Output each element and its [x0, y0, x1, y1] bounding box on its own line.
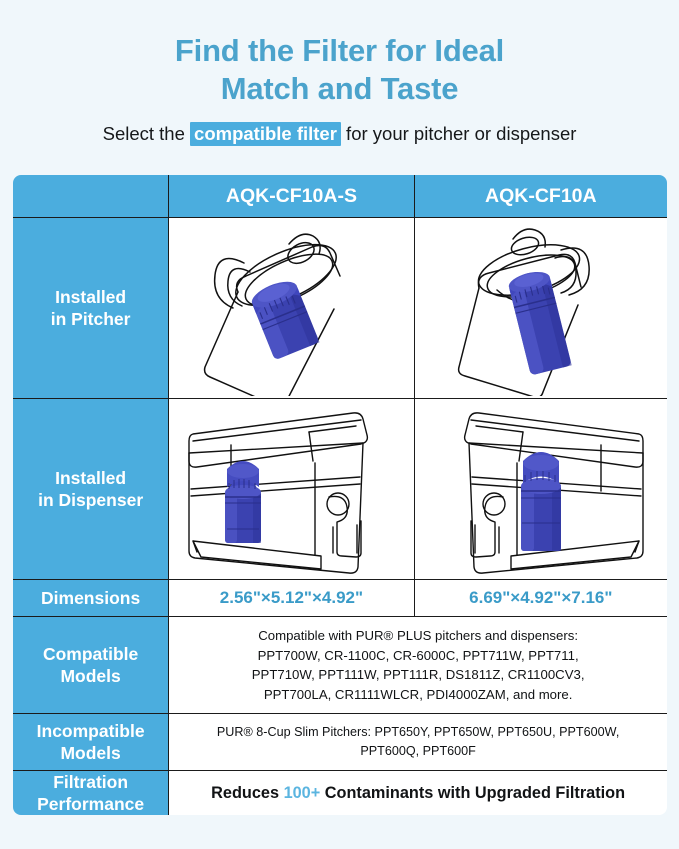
- table-row-dimensions: Dimensions 2.56"×5.12"×4.92" 6.69"×4.92"…: [13, 579, 667, 617]
- row-label-dimensions: Dimensions: [13, 579, 170, 617]
- compatible-models-text: Compatible with PUR® PLUS pitchers and d…: [169, 617, 667, 713]
- table-row-compatible-models: Compatible Models Compatible with PUR® P…: [13, 616, 667, 714]
- row-label-compatible-models: Compatible Models: [13, 616, 170, 714]
- filter-body-long: [508, 271, 572, 375]
- header-cell-blank: [13, 175, 170, 218]
- table-row-pitcher: Installed in Pitcher: [13, 217, 667, 399]
- dispenser-image-product-a: [168, 398, 415, 580]
- dimensions-text-b: 6.69"×4.92"×7.16": [469, 588, 613, 607]
- filter-body-short: [252, 281, 320, 359]
- dispenser-short-filter-icon: [188, 412, 369, 574]
- incompatible-line-1: PUR® 8-Cup Slim Pitchers: PPT650Y, PPT65…: [216, 725, 620, 739]
- compatible-line-3: PPT710W, PPT111W, PPT111R, DS1811Z, CR11…: [251, 667, 585, 682]
- dispenser-long-filter-icon: [463, 412, 644, 574]
- page-title-line-1: Find the Filter for Ideal: [174, 33, 505, 68]
- filter-body-long: [520, 452, 561, 551]
- filtration-performance-text: Reduces 100+ Contaminants with Upgraded …: [169, 774, 667, 813]
- row-label-dispenser-line-2: in Dispenser: [38, 490, 144, 510]
- row-label-filtration-performance: Filtration Performance: [13, 770, 170, 815]
- incompatible-models-text: PUR® 8-Cup Slim Pitchers: PPT650Y, PPT65…: [169, 714, 667, 770]
- compatible-line-1: Compatible with PUR® PLUS pitchers and d…: [258, 628, 578, 643]
- incompatible-models-value: PUR® 8-Cup Slim Pitchers: PPT650Y, PPT65…: [168, 713, 667, 771]
- row-label-dispenser: Installed in Dispenser: [13, 398, 170, 580]
- page-title-line-2: Match and Taste: [220, 71, 459, 106]
- compatible-models-value: Compatible with PUR® PLUS pitchers and d…: [168, 616, 667, 714]
- comparison-table: AQK-CF10A-S AQK-CF10A Installed in Pitch…: [12, 174, 668, 816]
- row-label-incompatible-line-1: Incompatible: [36, 721, 145, 741]
- page-title: Find the Filter for Ideal Match and Tast…: [0, 0, 679, 108]
- compatible-line-2: PPT700W, CR-1100C, CR-6000C, PPT711W, PP…: [257, 647, 579, 663]
- row-label-pitcher-line-2: in Pitcher: [50, 309, 131, 329]
- pitcher-short-filter-icon: [204, 233, 342, 396]
- row-label-incompatible-line-2: Models: [60, 743, 121, 763]
- filtration-performance-value: Reduces 100+ Contaminants with Upgraded …: [168, 770, 667, 815]
- filtration-text-before: Reduces: [211, 783, 284, 802]
- subtitle-highlight: compatible filter: [190, 122, 341, 146]
- subtitle-before: Select the: [102, 123, 191, 144]
- row-label-dispenser-line-1: Installed: [55, 468, 127, 488]
- pitcher-image-product-b: [413, 217, 667, 399]
- table-row-filtration-performance: Filtration Performance Reduces 100+ Cont…: [13, 770, 667, 815]
- dispenser-image-product-b: [413, 398, 667, 580]
- row-label-filtration-line-1: Filtration: [53, 772, 129, 792]
- dimensions-value-product-a: 2.56"×5.12"×4.92": [168, 579, 415, 617]
- row-label-pitcher-line-1: Installed: [55, 287, 127, 307]
- table-row-dispenser: Installed in Dispenser: [13, 398, 667, 580]
- dimensions-value-product-b: 6.69"×4.92"×7.16": [413, 579, 667, 617]
- filtration-text-after: Contaminants with Upgraded Filtration: [320, 783, 626, 802]
- header-cell-product-a: AQK-CF10A-S: [168, 175, 415, 218]
- pitcher-image-product-a: [168, 217, 415, 399]
- incompatible-line-2: PPT600Q, PPT600F: [360, 744, 476, 758]
- page-subtitle: Select the compatible filter for your pi…: [0, 122, 679, 146]
- row-label-compatible-line-1: Compatible: [42, 644, 139, 664]
- compatible-line-4: PPT700LA, CR1111WLCR, PDI4000ZAM, and mo…: [263, 686, 573, 702]
- subtitle-after: for your pitcher or dispenser: [340, 123, 577, 144]
- row-label-compatible-line-2: Models: [60, 666, 121, 686]
- filter-body-short: [225, 461, 262, 543]
- comparison-table-wrapper: AQK-CF10A-S AQK-CF10A Installed in Pitch…: [12, 174, 668, 816]
- table-row-incompatible-models: Incompatible Models PUR® 8-Cup Slim Pitc…: [13, 713, 667, 771]
- dimensions-text-a: 2.56"×5.12"×4.92": [219, 588, 364, 607]
- filtration-text-accent: 100+: [283, 783, 321, 802]
- row-label-filtration-line-2: Performance: [37, 794, 145, 814]
- row-label-pitcher: Installed in Pitcher: [13, 217, 170, 399]
- table-header-row: AQK-CF10A-S AQK-CF10A: [13, 175, 667, 218]
- pitcher-long-filter-icon: [457, 228, 590, 396]
- header-cell-product-b: AQK-CF10A: [413, 175, 667, 218]
- row-label-incompatible-models: Incompatible Models: [13, 713, 170, 771]
